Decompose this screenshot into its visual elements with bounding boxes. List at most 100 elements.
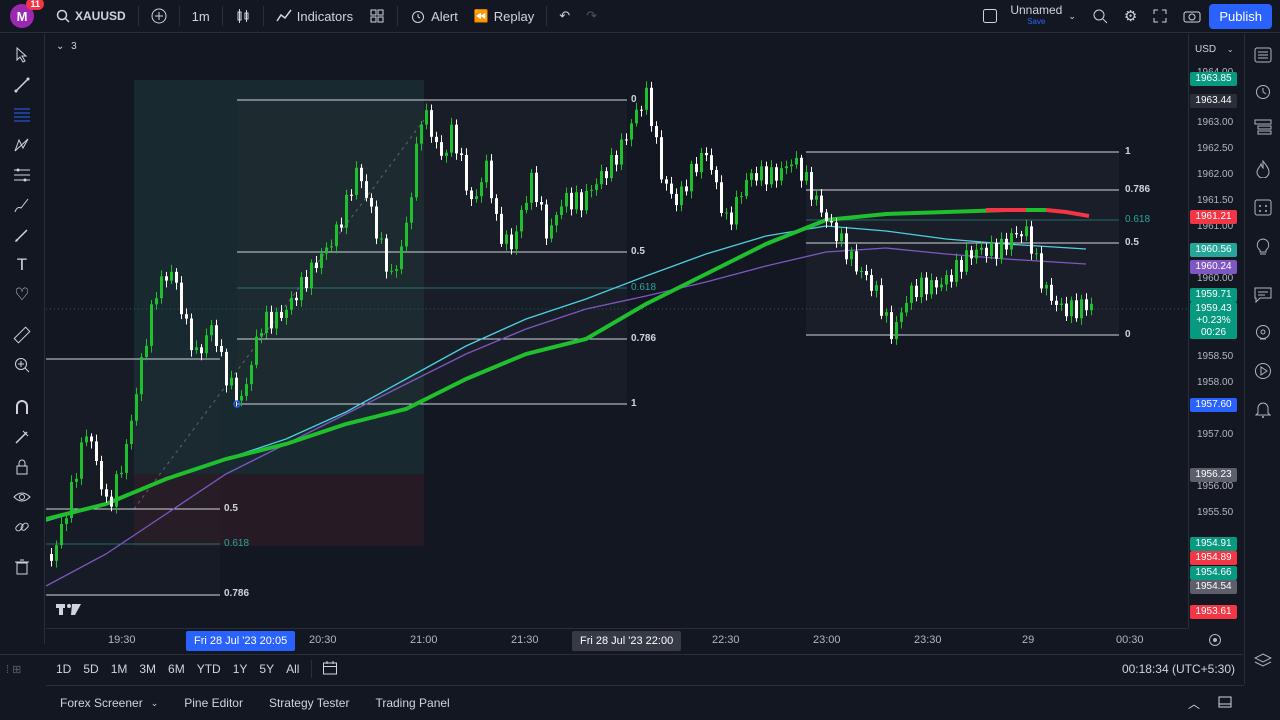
layout-toggle-icon[interactable]: ⁞ ⊞ [6,663,22,676]
chevron-down-icon: ⌄ [150,697,159,708]
fullscreen-icon [1153,9,1167,23]
candle-body [840,233,843,242]
collapse-panel-icon[interactable]: ︿ [1187,696,1200,711]
axis-settings-icon[interactable] [1208,633,1222,650]
forecast-icon[interactable] [11,164,33,186]
maximize-panel-icon[interactable] [1218,696,1232,711]
candle-body [595,184,598,190]
candle-body [735,196,738,225]
range-1y-button[interactable]: 1Y [232,662,248,676]
redo-button[interactable]: ↷ [578,0,605,33]
chart-canvas[interactable]: 0 0.5 0.618 0.786 1 0.5 0.618 0.786 1 0.… [46,34,1188,628]
candle-body [280,311,283,318]
compare-symbol-button[interactable] [143,0,175,33]
trash-icon[interactable] [11,556,33,578]
candle-body [925,277,928,295]
layout-name: Unnamed [1010,3,1063,17]
goto-date-button[interactable] [322,660,338,679]
brush-icon[interactable] [11,194,33,216]
range-ytd-button[interactable]: YTD [196,662,221,676]
currency-select[interactable]: USD ⌄ [1195,44,1234,55]
candle-body [115,474,118,507]
tab-forex-screener[interactable]: Forex Screener ⌄ [60,696,158,710]
price-axis[interactable]: USD ⌄ 1964.00 1963.00 1962.50 1962.00 19… [1188,34,1243,628]
price-tag: 1954.89 [1190,551,1237,565]
tab-strategy-tester[interactable]: Strategy Tester [268,696,350,710]
fib-retracement-icon[interactable] [11,104,33,126]
publish-button[interactable]: Publish [1209,3,1272,29]
layers-icon[interactable] [1252,650,1274,672]
text-icon[interactable]: T [16,255,28,274]
candle-body [700,152,703,173]
eye-icon[interactable] [11,486,33,508]
candle-body [400,246,403,270]
time-axis[interactable]: 19:30 Fri 28 Jul '23 20:05 20:30 21:00 2… [46,628,1188,652]
candle-body [190,318,193,351]
range-5d-button[interactable]: 5D [83,662,99,676]
range-1m-button[interactable]: 1M [110,662,128,676]
symbol-search[interactable]: XAUUSD [48,0,134,33]
mind-icon[interactable] [1252,322,1274,344]
divider [178,6,180,26]
indicators-button[interactable]: Indicators [268,0,361,33]
user-avatar[interactable]: M 11 [10,0,44,28]
candle-body [510,234,513,250]
fib-left-label-0786: 0.786 [631,333,657,344]
candle-body [950,275,953,282]
trend-line-icon[interactable] [11,74,33,96]
range-5y-button[interactable]: 5Y [259,662,275,676]
replay-button[interactable]: ⏪ Replay [466,0,542,33]
signal-broadcast-icon[interactable] [1252,360,1274,382]
fullscreen-button[interactable] [1145,0,1175,33]
object-tree-icon[interactable] [1252,116,1274,138]
calendar-grid-icon[interactable] [1252,196,1274,218]
chat-icon[interactable] [1252,284,1274,306]
snapshot-button[interactable] [1175,0,1209,33]
range-3m-button[interactable]: 3M [139,662,157,676]
candle-body [445,152,448,156]
cursor-icon[interactable] [11,44,33,66]
magnet-icon[interactable] [11,396,33,418]
candle-body [915,285,918,298]
tradingview-logo-icon[interactable] [56,602,82,621]
notifications-bell-icon[interactable] [1252,398,1274,420]
lock-icon[interactable] [11,456,33,478]
indicators-legend-toggle[interactable]: ⌄ 3 [56,41,77,52]
candle-body [85,436,88,443]
hotlists-icon[interactable] [1252,158,1274,180]
pattern-icon[interactable] [11,134,33,156]
ruler-icon[interactable] [11,324,33,346]
price-label: 1955.50 [1197,507,1234,518]
ideas-lightbulb-icon[interactable] [1252,236,1274,258]
candle-body [845,233,848,260]
settings-button[interactable]: ⚙ [1116,0,1145,33]
heart-icon[interactable]: ♡ [14,285,30,304]
candle-body [670,183,673,194]
candle-body [685,186,688,192]
undo-button[interactable]: ↶ [551,0,578,33]
pen-icon[interactable] [11,224,33,246]
interval-button[interactable]: 1m [191,8,210,24]
alarm-icon [412,11,425,23]
range-6m-button[interactable]: 6M [168,662,185,676]
tab-pine-editor[interactable]: Pine Editor [184,696,243,710]
stay-drawing-icon[interactable] [11,426,33,448]
alarm-clock-icon[interactable] [1252,80,1274,102]
alert-button[interactable]: Alert [402,0,466,33]
zoom-in-icon[interactable] [11,354,33,376]
rewind-icon: ⏪ [473,9,489,23]
candle-body [520,209,523,232]
range-1d-button[interactable]: 1D [56,662,72,676]
link-icon[interactable] [11,516,33,538]
range-all-button[interactable]: All [286,662,300,676]
tab-trading-panel[interactable]: Trading Panel [375,696,450,710]
timezone-clock[interactable]: 00:18:34 (UTC+5:30) [1121,662,1235,676]
watchlist-icon[interactable] [1252,44,1274,66]
templates-button[interactable] [361,0,393,33]
chart-type-button[interactable] [227,0,259,33]
candle-body [980,247,983,250]
quick-search-button[interactable] [1084,0,1116,33]
layout-select[interactable]: Unnamed Save ⌄ [974,0,1084,33]
candle-body [530,172,533,203]
candle-body [740,196,743,198]
